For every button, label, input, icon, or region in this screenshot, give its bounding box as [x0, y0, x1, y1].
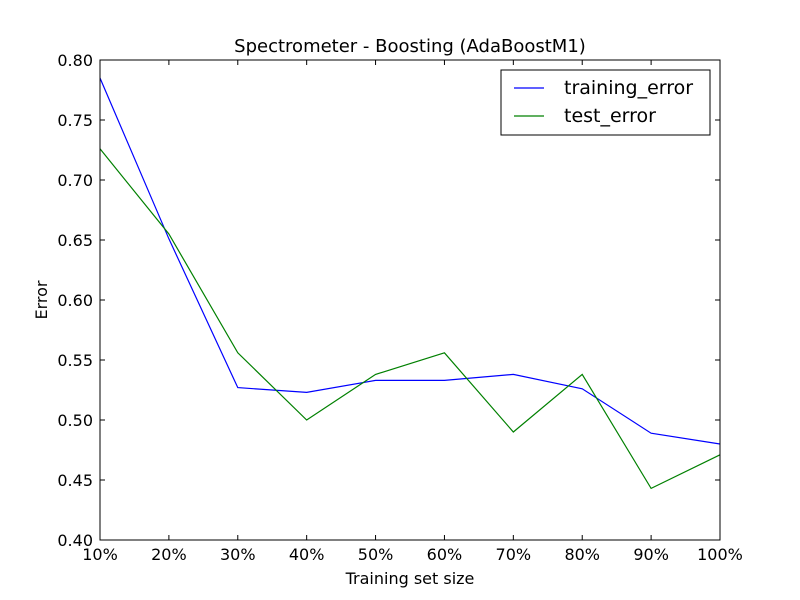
x-tick-label: 20% — [151, 545, 187, 564]
legend-box — [500, 69, 711, 136]
y-tick-label: 0.55 — [57, 351, 93, 370]
y-tick-label: 0.40 — [57, 531, 93, 550]
series-line-training-error — [99, 77, 721, 445]
legend: training_error test_error — [500, 69, 711, 136]
x-tick-label: 50% — [358, 545, 394, 564]
y-tick-label: 0.60 — [57, 291, 93, 310]
y-tick-label: 0.70 — [57, 171, 93, 190]
y-tick-label: 0.75 — [57, 111, 93, 130]
legend-label-training-error: training_error — [564, 77, 693, 99]
y-axis: 0.40 0.45 0.50 0.55 0.60 0.65 0.70 0.75 0.80 — [57, 51, 720, 550]
legend-label-test-error: test_error — [564, 105, 656, 127]
x-tick-label: 100% — [697, 545, 743, 564]
x-tick-label: 10% — [82, 545, 118, 564]
x-axis: 10% 20% 30% 40% 50% 60% 70% 80% 90% 100% — [82, 60, 743, 564]
x-tick-label: 30% — [220, 545, 256, 564]
series-line-test-error — [99, 148, 721, 490]
series-lines — [99, 77, 721, 490]
x-tick-label: 60% — [427, 545, 463, 564]
y-axis-label: Error — [32, 280, 51, 319]
y-tick-label: 0.80 — [57, 51, 93, 70]
x-tick-label: 40% — [289, 545, 325, 564]
x-tick-label: 80% — [564, 545, 600, 564]
x-tick-label: 70% — [496, 545, 532, 564]
x-axis-label: Training set size — [345, 569, 475, 588]
chart-title: Spectrometer - Boosting (AdaBoostM1) — [234, 36, 586, 57]
y-tick-label: 0.50 — [57, 411, 93, 430]
y-tick-label: 0.65 — [57, 231, 93, 250]
y-tick-label: 0.45 — [57, 471, 93, 490]
x-tick-label: 90% — [633, 545, 669, 564]
